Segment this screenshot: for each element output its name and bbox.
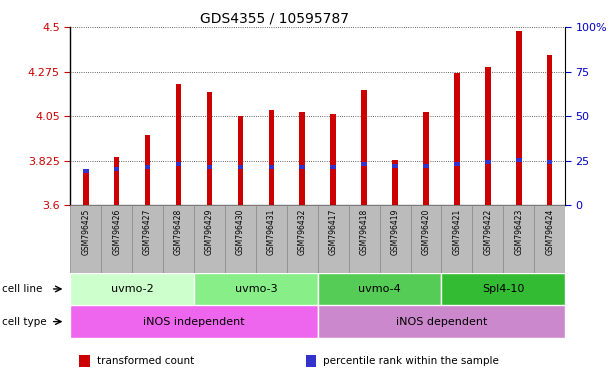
Bar xyxy=(423,164,429,167)
Bar xyxy=(423,112,429,205)
Bar xyxy=(83,169,89,172)
Bar xyxy=(442,273,565,305)
Bar xyxy=(485,66,491,205)
Text: GSM796429: GSM796429 xyxy=(205,209,214,255)
Bar xyxy=(176,84,181,205)
Text: GSM796423: GSM796423 xyxy=(514,209,523,255)
Bar xyxy=(485,161,491,164)
Text: GSM796431: GSM796431 xyxy=(267,209,276,255)
Bar xyxy=(194,205,225,273)
Text: GSM796430: GSM796430 xyxy=(236,209,245,255)
Bar xyxy=(83,173,89,205)
Bar xyxy=(472,205,503,273)
Bar xyxy=(349,205,379,273)
Bar xyxy=(225,205,256,273)
Bar xyxy=(145,135,150,205)
Bar xyxy=(411,205,442,273)
Text: cell type: cell type xyxy=(2,316,47,327)
Bar xyxy=(238,166,243,169)
Bar xyxy=(114,157,119,205)
Bar xyxy=(299,112,305,205)
Bar xyxy=(101,205,132,273)
Text: GSM796425: GSM796425 xyxy=(81,209,90,255)
Bar xyxy=(176,162,181,166)
Bar xyxy=(145,165,150,169)
Text: percentile rank within the sample: percentile rank within the sample xyxy=(323,356,499,366)
Bar xyxy=(287,205,318,273)
Bar xyxy=(318,273,442,305)
Bar xyxy=(379,205,411,273)
Text: GSM796424: GSM796424 xyxy=(545,209,554,255)
Bar xyxy=(454,73,459,205)
Bar xyxy=(331,114,336,205)
Text: uvmo-2: uvmo-2 xyxy=(111,284,153,294)
Bar xyxy=(392,160,398,205)
Bar xyxy=(361,162,367,166)
Bar xyxy=(547,161,552,164)
Bar xyxy=(238,116,243,205)
Bar xyxy=(194,273,318,305)
Bar xyxy=(114,167,119,170)
Bar xyxy=(331,166,336,169)
Bar xyxy=(70,205,101,273)
Text: Spl4-10: Spl4-10 xyxy=(482,284,524,294)
Text: GSM796426: GSM796426 xyxy=(112,209,121,255)
Text: GSM796418: GSM796418 xyxy=(360,209,368,255)
Bar xyxy=(299,166,305,169)
Bar xyxy=(207,165,212,169)
Bar xyxy=(534,205,565,273)
Text: GSM796419: GSM796419 xyxy=(390,209,400,255)
Bar xyxy=(269,166,274,169)
Text: GSM796428: GSM796428 xyxy=(174,209,183,255)
Text: GSM796421: GSM796421 xyxy=(452,209,461,255)
Text: GSM796417: GSM796417 xyxy=(329,209,338,255)
Bar xyxy=(442,205,472,273)
Text: iNOS independent: iNOS independent xyxy=(143,316,245,327)
Bar xyxy=(547,55,552,205)
Bar xyxy=(269,110,274,205)
Text: uvmo-4: uvmo-4 xyxy=(358,284,401,294)
Text: GDS4355 / 10595787: GDS4355 / 10595787 xyxy=(200,12,349,25)
Text: GSM796420: GSM796420 xyxy=(422,209,431,255)
Text: uvmo-3: uvmo-3 xyxy=(235,284,277,294)
Bar xyxy=(516,159,522,162)
Bar xyxy=(392,164,398,167)
Bar xyxy=(318,205,349,273)
Text: GSM796427: GSM796427 xyxy=(143,209,152,255)
Bar xyxy=(361,90,367,205)
Bar xyxy=(132,205,163,273)
Bar xyxy=(256,205,287,273)
Bar xyxy=(70,305,318,338)
Text: transformed count: transformed count xyxy=(97,356,194,366)
Bar xyxy=(516,31,522,205)
Bar xyxy=(454,162,459,166)
Bar xyxy=(207,93,212,205)
Text: GSM796422: GSM796422 xyxy=(483,209,492,255)
Bar xyxy=(70,273,194,305)
Bar xyxy=(503,205,534,273)
Bar xyxy=(318,305,565,338)
Text: cell line: cell line xyxy=(2,284,43,294)
Bar xyxy=(163,205,194,273)
Text: GSM796432: GSM796432 xyxy=(298,209,307,255)
Text: iNOS dependent: iNOS dependent xyxy=(396,316,487,327)
